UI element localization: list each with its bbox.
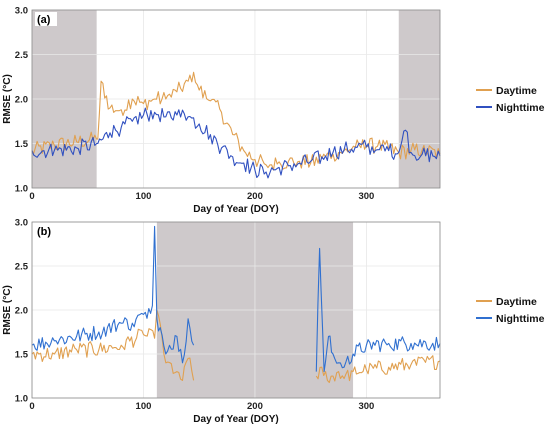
plot-frame — [31, 221, 441, 399]
panel-label-box — [35, 224, 57, 238]
x-tick-label: 0 — [29, 401, 34, 412]
chart-panel-2: 1.0 1.5 2.0 2.5 3.0 0 100 200 300 Day of Year (DO… — [2, 218, 545, 426]
y-tick-label: 2.0 — [15, 95, 28, 106]
y-tick-label: 1.5 — [15, 139, 29, 150]
series-line-daytime — [31, 309, 441, 384]
plot-frame — [31, 9, 441, 189]
y-tick-label: 3.0 — [15, 218, 28, 229]
x-tick-label: 0 — [29, 191, 34, 202]
series-line-nighttime — [31, 107, 441, 179]
y-axis-label: RMSE (°C) — [2, 74, 13, 124]
y-tick-label: 2.5 — [15, 262, 29, 273]
x-tick-label: 200 — [247, 191, 263, 202]
panel-label-box — [35, 12, 57, 26]
y-tick-label: 1.5 — [15, 350, 29, 361]
y-tick-label: 2.0 — [15, 306, 28, 317]
x-tick-label: 100 — [136, 191, 152, 202]
panel-label: (a) — [37, 14, 51, 26]
series-line-nighttime — [31, 225, 441, 373]
legend-label-nighttime: Nighttime — [496, 102, 545, 114]
panel-label: (b) — [37, 226, 51, 238]
x-axis-label: Day of Year (DOY) — [193, 414, 278, 425]
x-tick-label: 200 — [247, 401, 263, 412]
series-line-daytime — [31, 71, 441, 171]
y-axis-label: RMSE (°C) — [2, 285, 13, 335]
y-tick-label: 1.0 — [15, 394, 28, 405]
x-axis-label: Day of Year (DOY) — [193, 204, 278, 215]
x-tick-label: 300 — [358, 191, 374, 202]
chart-panel-1: 1.0 1.5 2.0 2.5 3.0 0 100 200 300 Day of Year (DO… — [2, 6, 545, 216]
legend-label-daytime: Daytime — [496, 296, 537, 308]
y-tick-label: 2.5 — [15, 50, 29, 61]
y-tick-label: 1.0 — [15, 184, 28, 195]
x-tick-label: 300 — [358, 401, 374, 412]
x-tick-label: 100 — [136, 401, 152, 412]
legend-label-daytime: Daytime — [496, 85, 537, 97]
legend-label-nighttime: Nighttime — [496, 313, 545, 325]
y-tick-label: 3.0 — [15, 6, 28, 17]
